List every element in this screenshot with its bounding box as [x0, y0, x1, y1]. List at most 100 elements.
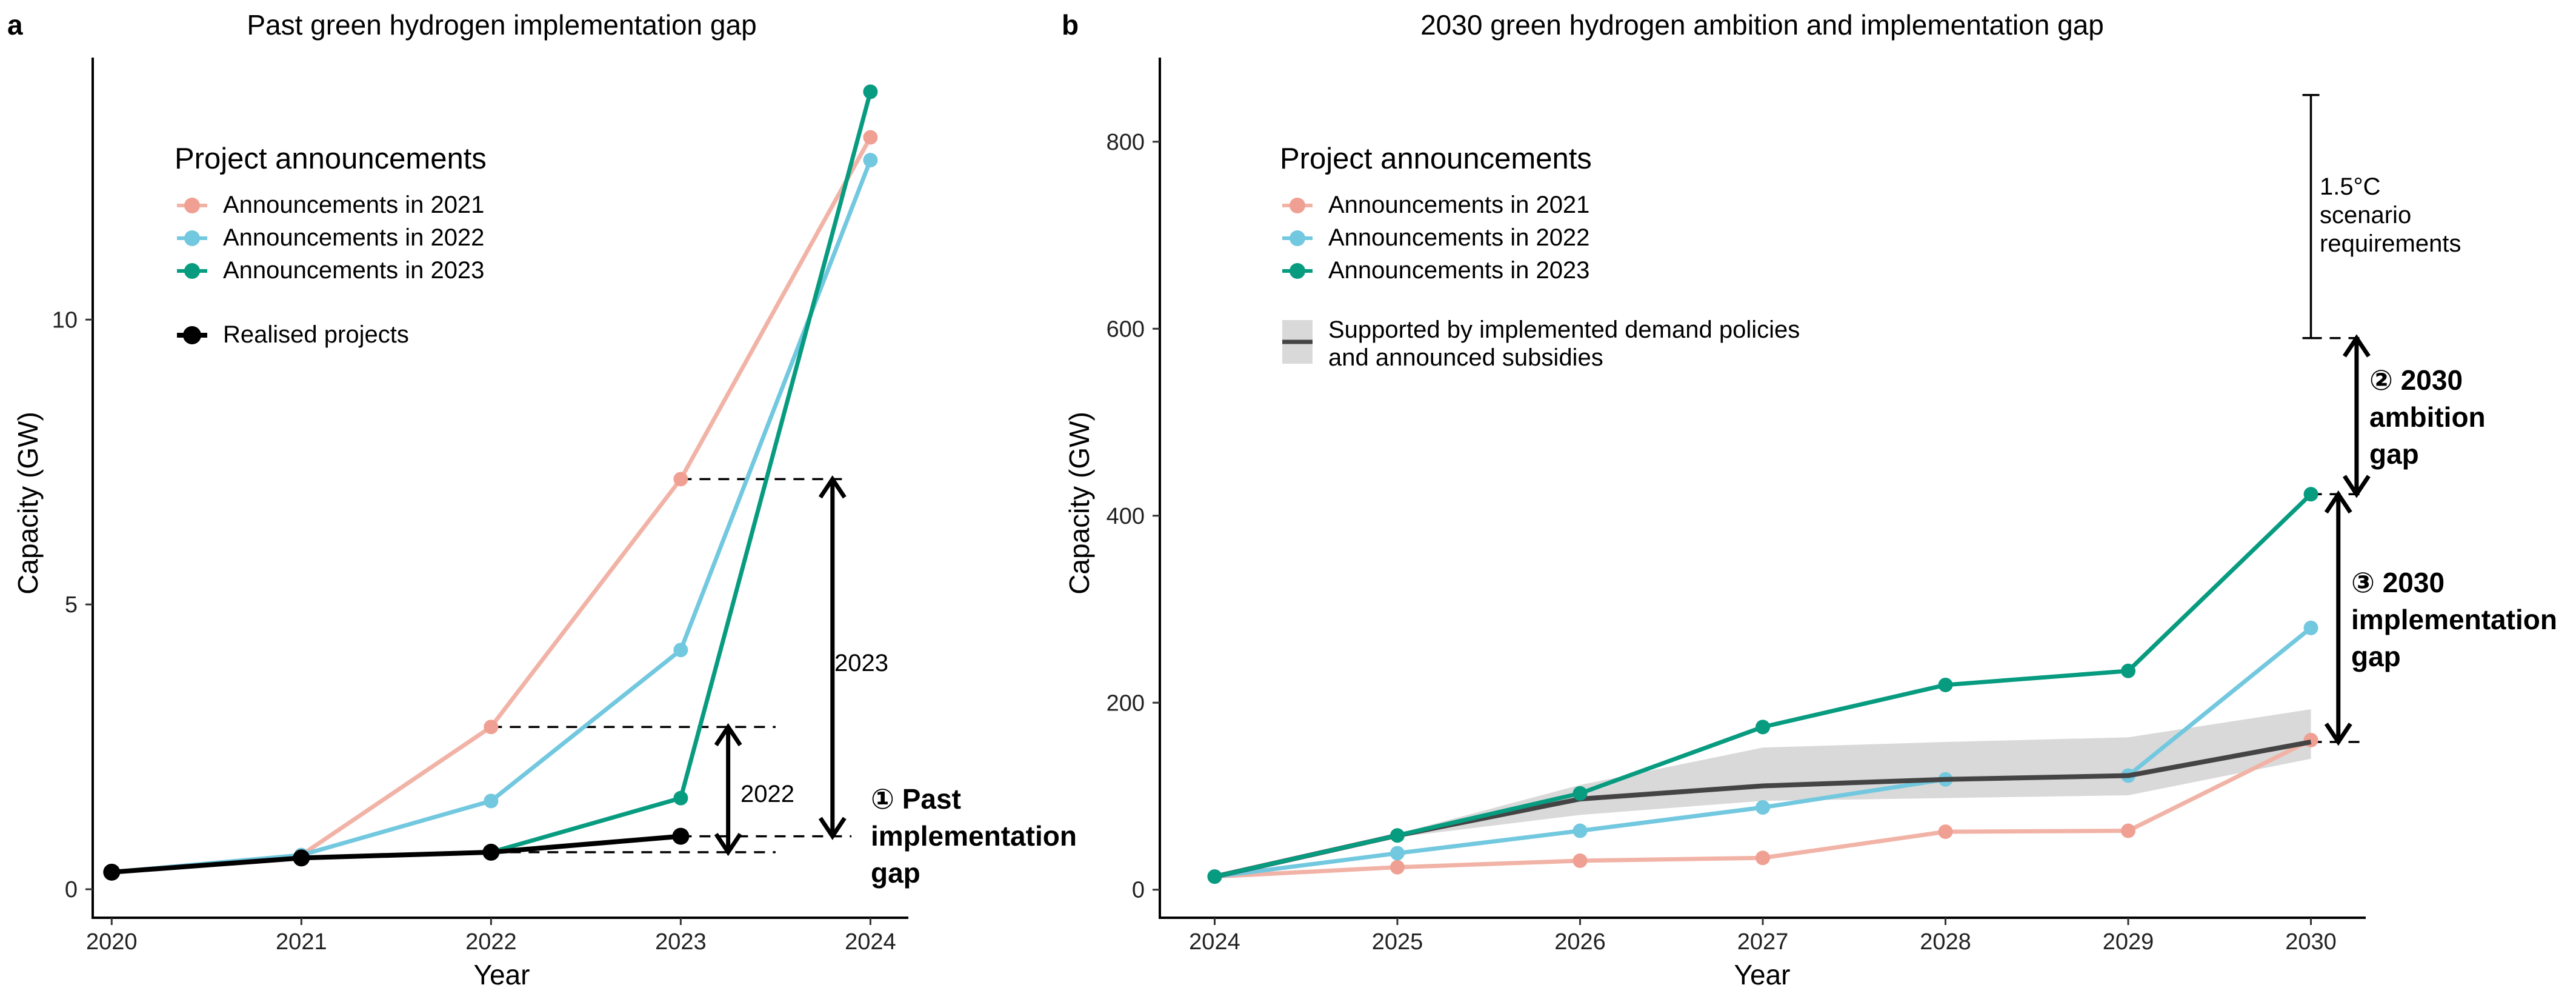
panel-a-title: Past green hydrogen implementation gap [247, 9, 756, 41]
data-point-announcements_2021 [1756, 850, 1770, 866]
implementation-gap-label-line2: implementation [2351, 604, 2557, 635]
gap-2023-arrow-head-top [818, 475, 847, 499]
data-point-announcements_2022 [673, 643, 688, 658]
legend-key-point-announcements_2023 [184, 263, 200, 279]
legend-key-point-announcements_2022 [1290, 230, 1305, 246]
x-tick-label: 2023 [655, 929, 707, 955]
data-point-announcements_2023 [863, 84, 878, 99]
data-point-announcements_2022 [2303, 620, 2318, 635]
x-tick-label: 2026 [1554, 929, 1606, 955]
panel-b-title: 2030 green hydrogen ambition and impleme… [1420, 9, 2104, 41]
ambition-gap-arrow-head-bottom [2343, 475, 2371, 498]
legend-a-label-realised: Realised projects [223, 321, 409, 348]
ambition-gap-label-line2: ambition [2369, 401, 2486, 433]
data-point-announcements_2021 [1938, 824, 1953, 840]
panel-a: a Past green hydrogen implementation gap… [7, 9, 1077, 990]
data-point-announcements_2021 [2121, 823, 2136, 838]
scenario-label-line2: scenario [2320, 202, 2411, 229]
legend-b-label-2023: Announcements in 2023 [1328, 257, 1589, 284]
gap-2023-arrow-head-bottom [818, 817, 847, 840]
y-tick-label: 400 [1107, 504, 1145, 529]
legend-key-point-announcements_2023 [1290, 263, 1305, 279]
panel-b-legend-keys [1282, 198, 1313, 364]
x-tick-label: 2022 [465, 929, 517, 955]
gap-2022-arrow-head-bottom [714, 832, 742, 857]
y-tick-label: 10 [52, 307, 78, 333]
gap-2023-label: 2023 [834, 650, 888, 676]
data-point-announcements_2021 [673, 472, 688, 487]
data-point-announcements_2023 [1573, 786, 1588, 801]
x-tick-label: 2030 [2285, 929, 2337, 955]
implementation-gap-label-line3: gap [2351, 641, 2401, 672]
x-tick-label: 2024 [1189, 929, 1240, 955]
implementation-gap-label-line1: ③ 2030 [2351, 567, 2445, 598]
data-point-realised [672, 827, 690, 845]
x-tick-label: 2027 [1737, 929, 1789, 955]
panel-a-legend: Project announcements Announcements in 2… [175, 142, 487, 348]
legend-a-label-2021: Announcements in 2021 [223, 192, 484, 218]
data-point-announcements_2023 [1938, 677, 1953, 692]
legend-a-label-2023: Announcements in 2023 [223, 257, 484, 284]
scenario-label-line3: requirements [2320, 230, 2461, 257]
data-point-announcements_2023 [1390, 828, 1405, 843]
panel-a-y-ticks: 0 5 10 [52, 307, 93, 903]
data-point-announcements_2022 [1756, 800, 1770, 815]
legend-key-point-announcements_2021 [1290, 198, 1305, 213]
panel-a-series [103, 84, 878, 881]
panel-b-series [1207, 487, 2318, 884]
data-point-announcements_2021 [484, 720, 499, 735]
data-point-announcements_2022 [863, 153, 878, 168]
panel-a-legend-keys [177, 198, 207, 344]
y-tick-label: 800 [1107, 130, 1145, 155]
panel-a-x-title: Year [474, 959, 530, 990]
past-gap-label-line2: implementation [871, 820, 1077, 852]
panel-b-legend: Project announcements Announcements in 2… [1280, 142, 1800, 371]
gap-2022-label: 2022 [741, 781, 794, 807]
panel-b-legend-title: Project announcements [1280, 142, 1592, 175]
legend-key-point-realised [183, 326, 201, 344]
panel-b-y-ticks: 0 200 400 600 800 [1107, 130, 1160, 903]
panel-b-x-title: Year [1734, 959, 1791, 990]
past-gap-label-line3: gap [871, 857, 920, 889]
panel-a-legend-title: Project announcements [175, 142, 487, 175]
data-point-announcements_2021 [1573, 853, 1588, 868]
data-point-announcements_2021 [1390, 860, 1405, 875]
legend-key-point-announcements_2021 [184, 198, 200, 213]
panel-b-y-title: Capacity (GW) [1063, 412, 1095, 595]
panel-a-y-title: Capacity (GW) [12, 412, 44, 595]
series-line-announcements_2021 [300, 136, 873, 857]
data-point-announcements_2023 [1756, 720, 1770, 735]
data-point-announcements_2022 [1573, 823, 1588, 838]
supported-range-band [1214, 709, 2311, 877]
legend-b-label-2022: Announcements in 2022 [1328, 224, 1589, 251]
data-point-announcements_2022 [484, 793, 499, 809]
x-tick-label: 2025 [1372, 929, 1423, 955]
data-point-announcements_2023 [673, 790, 688, 806]
ambition-gap-arrow-head-top [2343, 334, 2371, 358]
implementation-gap-arrow-head-top [2324, 490, 2352, 514]
y-tick-label: 0 [1132, 878, 1145, 903]
x-tick-label: 2024 [845, 929, 896, 955]
panel-a-letter: a [7, 9, 23, 41]
data-point-realised [293, 849, 310, 867]
implementation-gap-arrow-head-bottom [2324, 723, 2352, 746]
y-tick-label: 200 [1107, 690, 1145, 716]
legend-b-label-supported-line2: and announced subsidies [1328, 344, 1603, 371]
y-tick-label: 0 [65, 877, 78, 903]
data-point-realised [103, 863, 121, 881]
data-point-realised [482, 843, 500, 861]
scenario-label-line1: 1.5°C [2320, 173, 2381, 200]
legend-b-label-supported-line1: Supported by implemented demand policies [1328, 316, 1800, 343]
panel-b-annotations [2302, 93, 2371, 746]
x-tick-label: 2029 [2103, 929, 2154, 955]
panel-b-letter: b [1062, 9, 1079, 41]
series-line-realised [111, 833, 681, 875]
data-point-announcements_2021 [863, 130, 878, 145]
data-point-announcements_2023 [2303, 487, 2318, 502]
x-tick-label: 2020 [86, 929, 138, 955]
panel-b: b 2030 green hydrogen ambition and imple… [1062, 9, 2557, 990]
legend-a-label-2022: Announcements in 2022 [223, 224, 484, 251]
x-tick-label: 2028 [1920, 929, 1971, 955]
panel-a-x-ticks: 2020 2021 2022 2023 2024 [86, 918, 896, 955]
